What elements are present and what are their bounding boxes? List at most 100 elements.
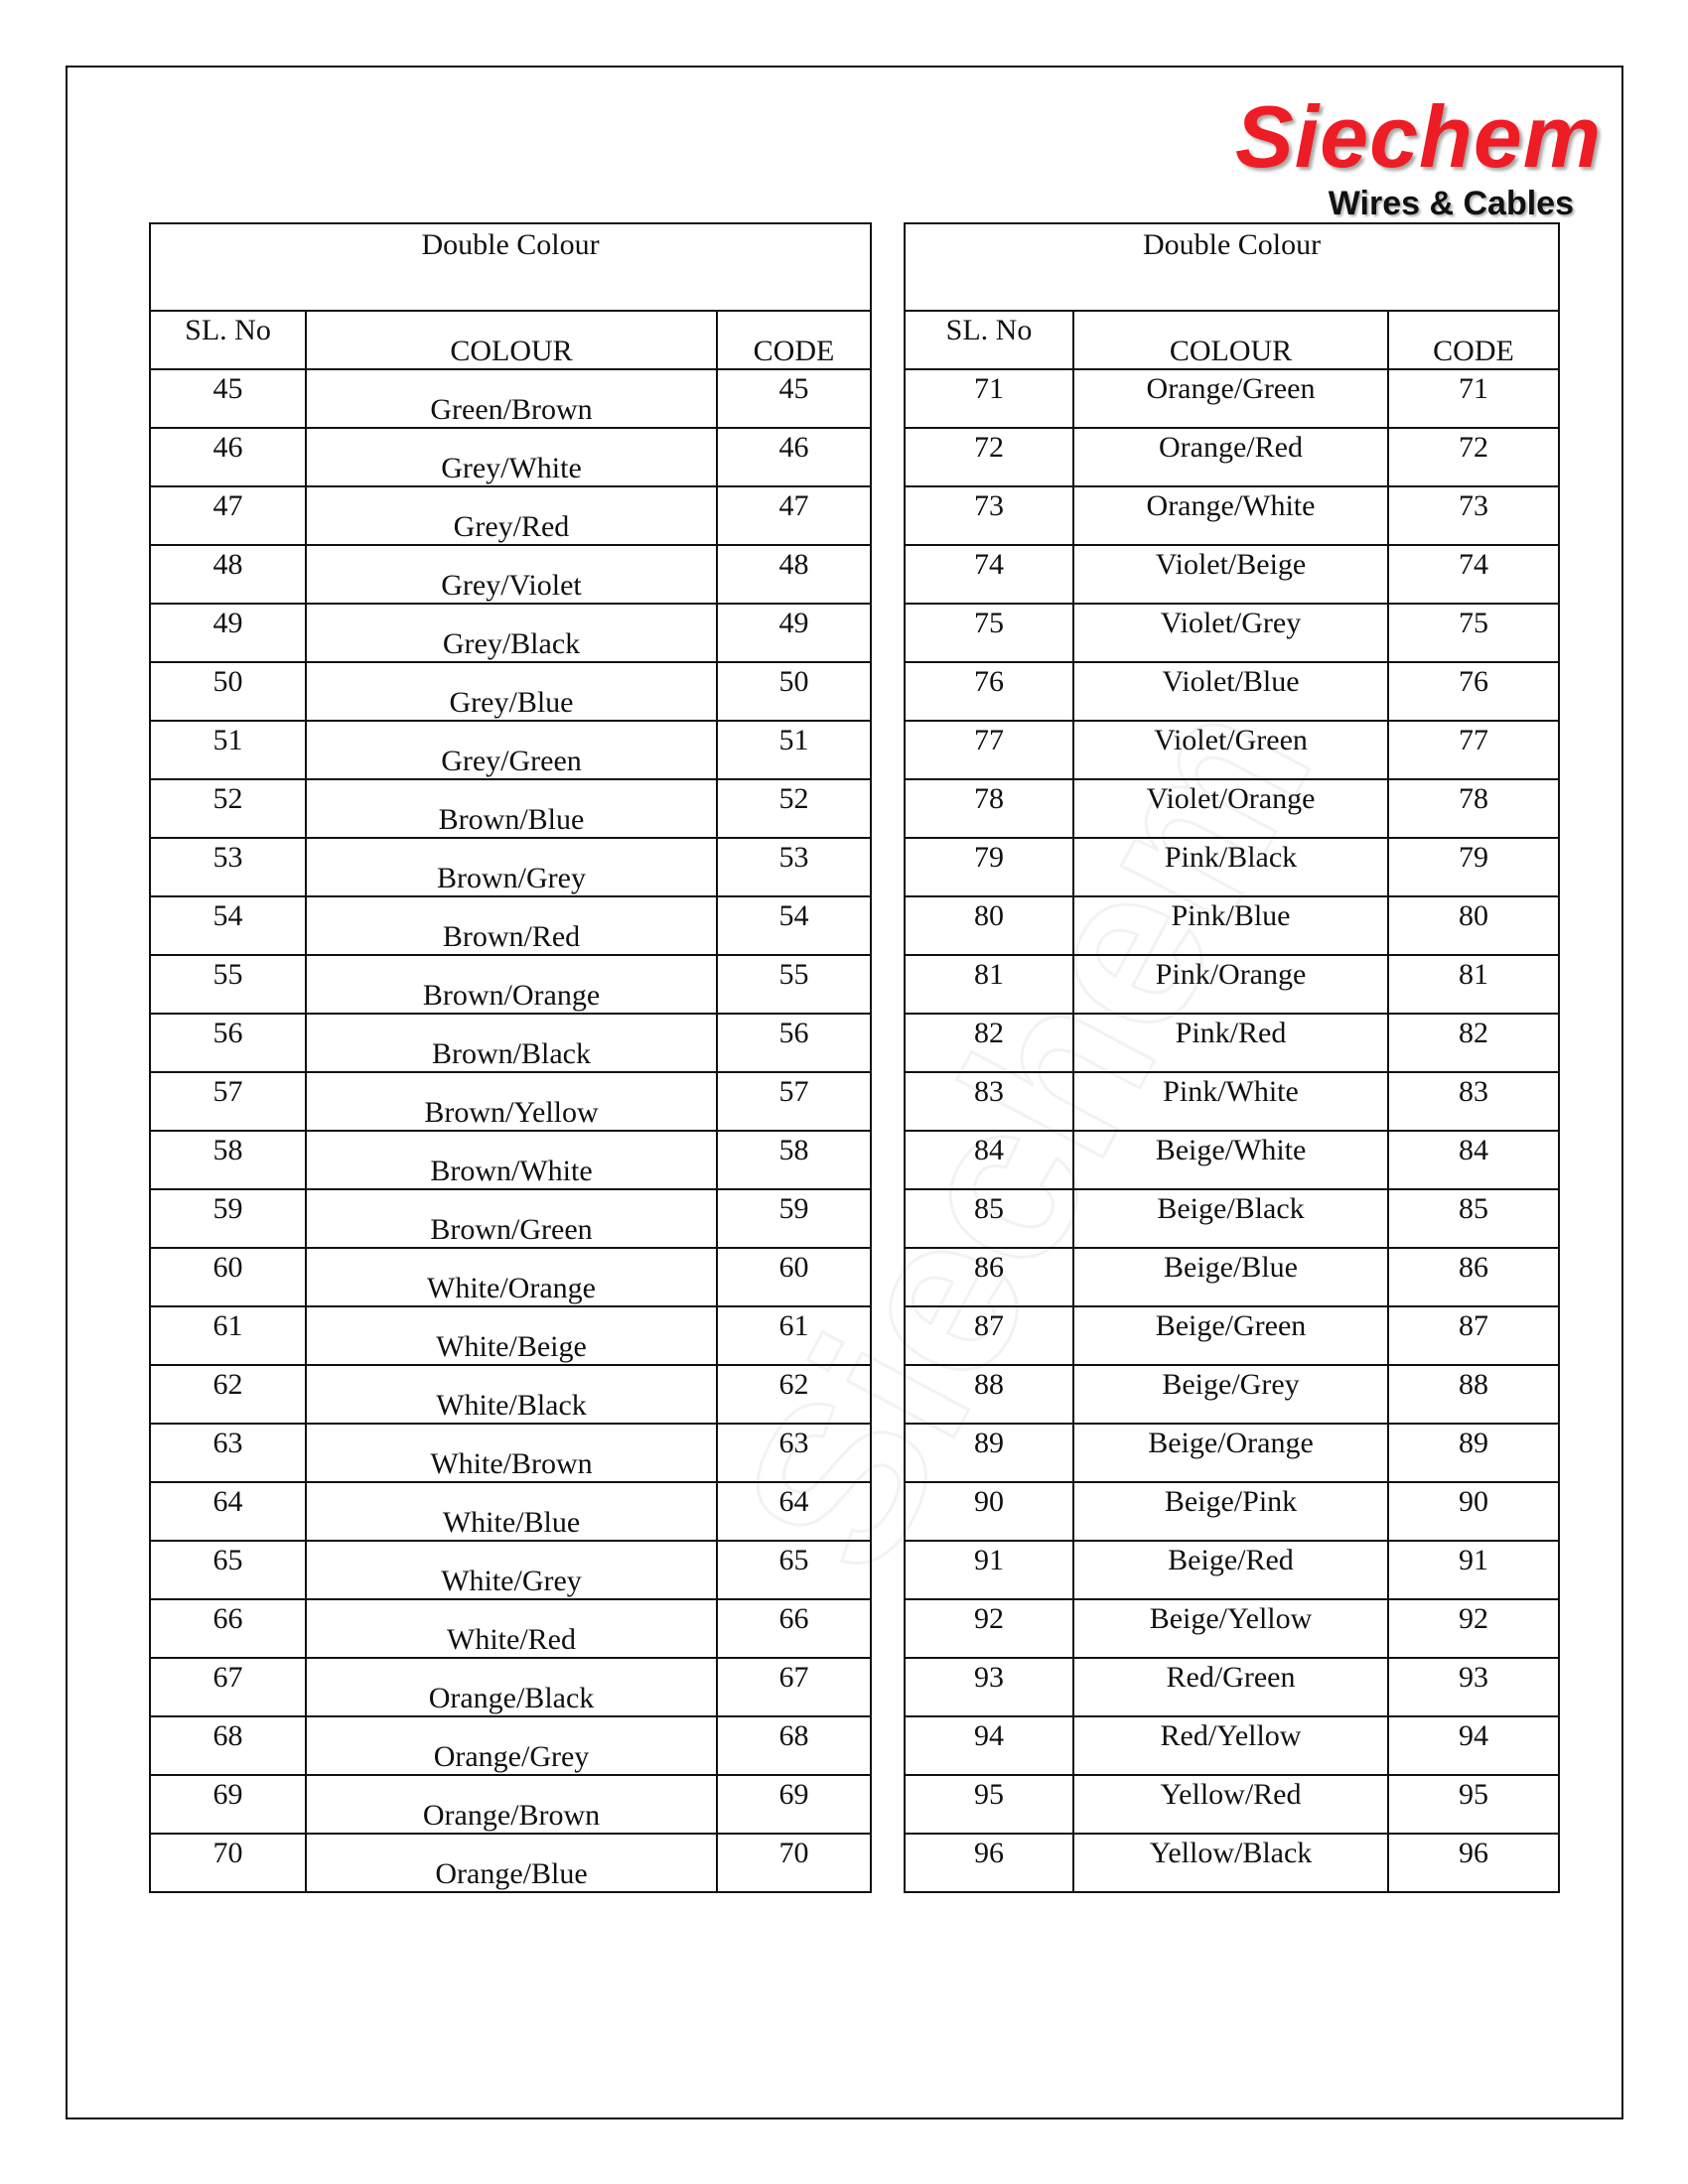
colour-cell: Orange/Black [305, 1657, 718, 1717]
colour-cell: White/Blue [305, 1481, 718, 1542]
sl-no-cell: 70 [149, 1833, 307, 1893]
colour-cell: Orange/Blue [305, 1833, 718, 1893]
table-row: 74 Violet/Beige 74 [904, 544, 1561, 605]
code-cell: 94 [1386, 1715, 1561, 1776]
colour-cell: Beige/Blue [1072, 1247, 1389, 1307]
colour-cell: Orange/Red [1072, 427, 1389, 487]
sl-no-cell: 65 [149, 1540, 307, 1600]
code-cell: 62 [715, 1364, 873, 1425]
sl-no-cell: 87 [904, 1305, 1074, 1366]
sl-no-cell: 60 [149, 1247, 307, 1307]
code-cell: 87 [1386, 1305, 1561, 1366]
header-row: SL. No COLOUR CODE [904, 310, 1561, 370]
code-cell: 79 [1386, 837, 1561, 897]
sl-no-cell: 55 [149, 954, 307, 1015]
header-sl-no: SL. No [904, 310, 1074, 370]
table-row: 55 Brown/Orange 55 [149, 954, 873, 1015]
table-row: 49 Grey/Black 49 [149, 603, 873, 663]
table-row: 46 Grey/White 46 [149, 427, 873, 487]
table-row: 72 Orange/Red 72 [904, 427, 1561, 487]
sl-no-cell: 84 [904, 1130, 1074, 1190]
code-cell: 57 [715, 1071, 873, 1132]
colour-cell: Pink/Blue [1072, 895, 1389, 956]
colour-cell: Brown/Grey [305, 837, 718, 897]
table-row: 73 Orange/White 73 [904, 485, 1561, 546]
colour-cell: Violet/Beige [1072, 544, 1389, 605]
table-row: 59 Brown/Green 59 [149, 1188, 873, 1249]
code-cell: 74 [1386, 544, 1561, 605]
code-cell: 65 [715, 1540, 873, 1600]
sl-no-cell: 77 [904, 720, 1074, 780]
code-cell: 51 [715, 720, 873, 780]
table-row: 48 Grey/Violet 48 [149, 544, 873, 605]
table-row: 71 Orange/Green 71 [904, 368, 1561, 429]
table-row: 57 Brown/Yellow 57 [149, 1071, 873, 1132]
sl-no-cell: 66 [149, 1598, 307, 1659]
colour-cell: Orange/White [1072, 485, 1389, 546]
code-cell: 77 [1386, 720, 1561, 780]
sl-no-cell: 83 [904, 1071, 1074, 1132]
colour-cell: Brown/Orange [305, 954, 718, 1015]
table-row: 47 Grey/Red 47 [149, 485, 873, 546]
sl-no-cell: 74 [904, 544, 1074, 605]
colour-cell: Beige/Green [1072, 1305, 1389, 1366]
code-cell: 55 [715, 954, 873, 1015]
table-row: 81 Pink/Orange 81 [904, 954, 1561, 1015]
table-row: 96 Yellow/Black 96 [904, 1833, 1561, 1893]
company-logo: Siechem Wires & Cables [1187, 87, 1614, 222]
table-row: 51 Grey/Green 51 [149, 720, 873, 780]
code-cell: 91 [1386, 1540, 1561, 1600]
colour-cell: Pink/Red [1072, 1013, 1389, 1073]
table-row: 86 Beige/Blue 86 [904, 1247, 1561, 1307]
sl-no-cell: 71 [904, 368, 1074, 429]
colour-cell: Beige/White [1072, 1130, 1389, 1190]
code-cell: 93 [1386, 1657, 1561, 1717]
table-row: 52 Brown/Blue 52 [149, 778, 873, 839]
colour-cell: White/Beige [305, 1305, 718, 1366]
sl-no-cell: 92 [904, 1598, 1074, 1659]
table-row: 95 Yellow/Red 95 [904, 1774, 1561, 1835]
sl-no-cell: 49 [149, 603, 307, 663]
sl-no-cell: 91 [904, 1540, 1074, 1600]
code-cell: 45 [715, 368, 873, 429]
code-cell: 70 [715, 1833, 873, 1893]
colour-cell: Beige/Grey [1072, 1364, 1389, 1425]
code-cell: 50 [715, 661, 873, 722]
table-row: 78 Violet/Orange 78 [904, 778, 1561, 839]
table-row: 65 White/Grey 65 [149, 1540, 873, 1600]
table-row: 67 Orange/Black 67 [149, 1657, 873, 1717]
table-row: 77 Violet/Green 77 [904, 720, 1561, 780]
table-row: 70 Orange/Blue 70 [149, 1833, 873, 1893]
table-row: 80 Pink/Blue 80 [904, 895, 1561, 956]
code-cell: 63 [715, 1423, 873, 1483]
table-row: 83 Pink/White 83 [904, 1071, 1561, 1132]
colour-cell: Orange/Brown [305, 1774, 718, 1835]
code-cell: 82 [1386, 1013, 1561, 1073]
logo-tagline: Wires & Cables [1328, 185, 1574, 222]
code-cell: 56 [715, 1013, 873, 1073]
colour-cell: Grey/White [305, 427, 718, 487]
code-cell: 69 [715, 1774, 873, 1835]
colour-cell: Beige/Pink [1072, 1481, 1389, 1542]
table-row: 64 White/Blue 64 [149, 1481, 873, 1542]
table-row: 45 Green/Brown 45 [149, 368, 873, 429]
colour-cell: White/Black [305, 1364, 718, 1425]
colour-cell: Grey/Blue [305, 661, 718, 722]
code-cell: 61 [715, 1305, 873, 1366]
table-row: 75 Violet/Grey 75 [904, 603, 1561, 663]
table-row: 76 Violet/Blue 76 [904, 661, 1561, 722]
colour-cell: White/Red [305, 1598, 718, 1659]
sl-no-cell: 85 [904, 1188, 1074, 1249]
colour-cell: Violet/Grey [1072, 603, 1389, 663]
colour-cell: Grey/Red [305, 485, 718, 546]
table-row: 90 Beige/Pink 90 [904, 1481, 1561, 1542]
sl-no-cell: 72 [904, 427, 1074, 487]
colour-cell: Pink/Black [1072, 837, 1389, 897]
table-row: 93 Red/Green 93 [904, 1657, 1561, 1717]
code-cell: 75 [1386, 603, 1561, 663]
table-row: 84 Beige/White 84 [904, 1130, 1561, 1190]
table-row: 94 Red/Yellow 94 [904, 1715, 1561, 1776]
sl-no-cell: 68 [149, 1715, 307, 1776]
colour-cell: Beige/Yellow [1072, 1598, 1389, 1659]
code-cell: 88 [1386, 1364, 1561, 1425]
